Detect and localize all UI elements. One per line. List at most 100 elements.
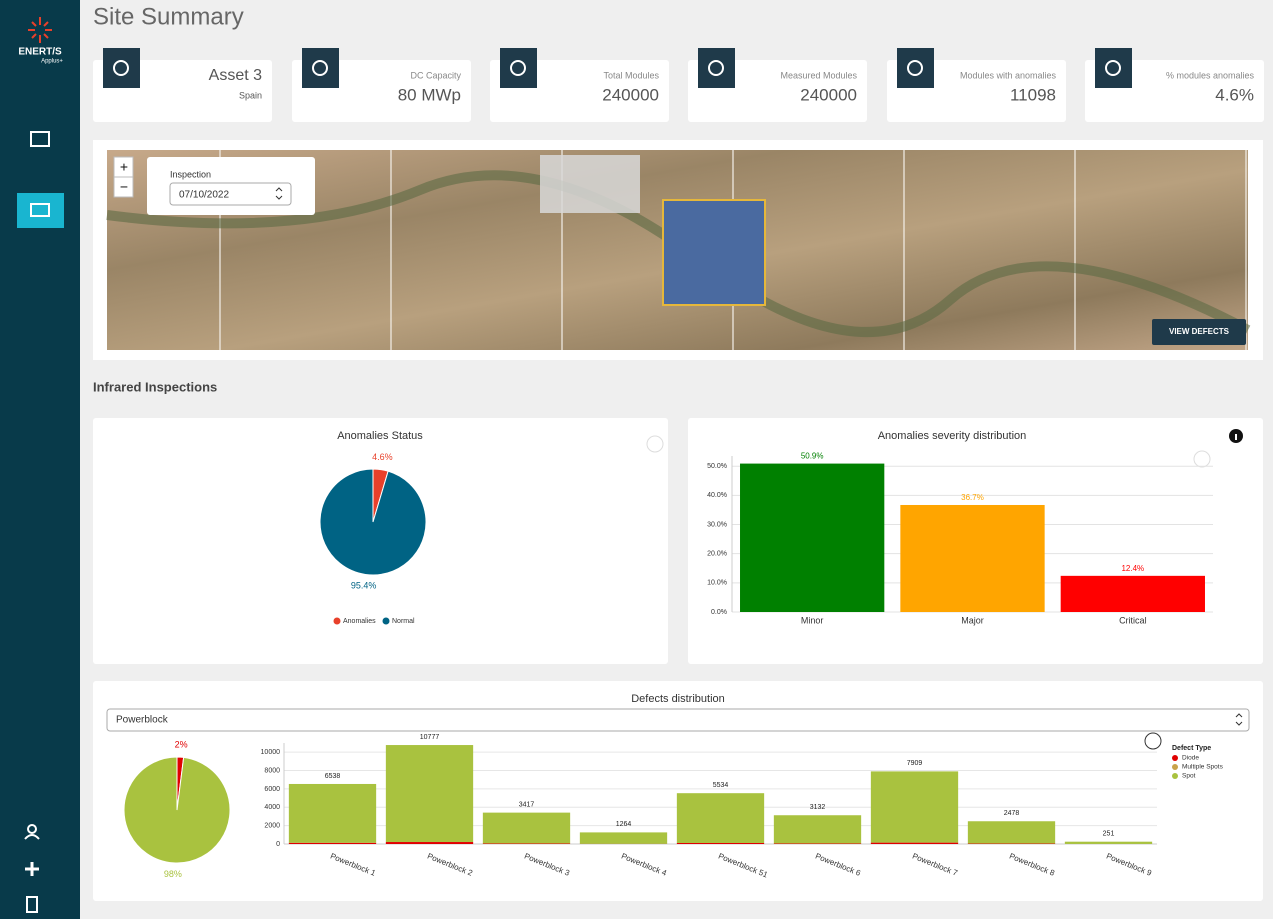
card-value: Asset 3 [209, 67, 262, 84]
card-value: 4.6% [1215, 85, 1254, 104]
value-label: 12.4% [1121, 564, 1144, 573]
pie-label: 95.4% [351, 581, 377, 591]
card-icon [698, 48, 735, 88]
bar-segment [773, 843, 862, 844]
y-tick-label: 4000 [264, 804, 280, 811]
card-icon [302, 48, 339, 88]
chart-title: Defects distribution [631, 693, 725, 705]
view-defects-label: VIEW DEFECTS [1169, 327, 1230, 336]
nav-network[interactable] [25, 862, 39, 876]
y-tick-label: 0.0% [711, 609, 727, 616]
card-label: Total Modules [603, 70, 659, 80]
logo-mark [28, 17, 52, 43]
bar-segment [676, 793, 765, 843]
pie-label: 98% [164, 869, 182, 879]
value-label: 50.9% [801, 452, 824, 461]
bar-segment [288, 842, 377, 844]
bar-segment [579, 832, 668, 844]
bar-segment [967, 821, 1056, 844]
legend-marker [1172, 764, 1178, 770]
value-label: 36.7% [961, 493, 984, 502]
card-label: Modules with anomalies [960, 70, 1057, 80]
y-tick-label: 6000 [264, 786, 280, 793]
bar-segment [870, 771, 959, 843]
card-value: 240000 [602, 85, 659, 104]
bar-segment [385, 842, 474, 844]
defects-select[interactable] [106, 708, 1250, 732]
select-arrows [275, 187, 283, 200]
card-label: % modules anomalies [1166, 70, 1255, 80]
total-label: 5534 [713, 782, 729, 789]
chart-title: Anomalies severity distribution [878, 430, 1027, 442]
card-label: Spain [239, 90, 262, 100]
card-icon [897, 48, 934, 88]
nav-dashboard[interactable] [30, 131, 50, 147]
bar-segment [288, 783, 377, 843]
card-icon [1095, 48, 1132, 88]
legend-title: Defect Type [1172, 745, 1211, 752]
map-greenhouse [540, 155, 640, 213]
bar-segment [773, 815, 862, 844]
card-icon-glyph [708, 60, 724, 76]
x-tick-label: Major [961, 615, 984, 625]
y-tick-label: 50.0% [707, 463, 727, 470]
defects-filter: Powerblock [116, 715, 169, 726]
y-tick-label: 2000 [264, 822, 280, 829]
inspection-label: Inspection [170, 169, 211, 179]
total-label: 3417 [519, 801, 535, 808]
y-tick-label: 8000 [264, 767, 280, 774]
card-label: Measured Modules [780, 70, 857, 80]
panel-defects [93, 681, 1263, 901]
legend-label: Anomalies [343, 618, 376, 625]
brand-sub: Applus+ [41, 59, 63, 65]
legend-label: Normal [392, 618, 415, 625]
card-icon-glyph [312, 60, 328, 76]
card-label: DC Capacity [410, 70, 461, 80]
x-tick-label: Critical [1119, 615, 1147, 625]
bar [1060, 575, 1205, 612]
card-value: 11098 [1010, 85, 1056, 104]
menu-button[interactable] [1193, 450, 1211, 468]
total-label: 6538 [325, 773, 341, 780]
inspection-select[interactable] [169, 182, 292, 206]
chart-title: Anomalies Status [337, 430, 423, 442]
card-icon-glyph [510, 60, 526, 76]
legend-marker [1172, 755, 1178, 761]
total-label: 251 [1103, 831, 1115, 838]
zoom-out[interactable]: − [120, 179, 128, 195]
bar-segment [870, 842, 959, 844]
card-value: 80 MWp [398, 85, 461, 104]
zoom-in[interactable]: + [120, 159, 128, 175]
brand: ENERT/S [18, 47, 62, 58]
nav-user[interactable] [27, 824, 37, 834]
total-label: 10777 [420, 734, 440, 741]
bar-segment [482, 812, 571, 844]
bar-segment [385, 745, 474, 843]
nav-solar-icon [30, 203, 50, 217]
card-value: 240000 [800, 85, 857, 104]
bar-segment [1064, 841, 1153, 844]
nav-logout[interactable] [26, 896, 38, 913]
bar-segment [482, 843, 571, 844]
menu-button[interactable] [646, 435, 664, 453]
nav-user-body [24, 834, 40, 840]
y-tick-label: 10000 [261, 749, 281, 756]
inspection-date: 07/10/2022 [179, 190, 229, 201]
pie-slice [123, 756, 231, 864]
legend-label: Multiple Spots [1182, 764, 1224, 771]
view-defects-button[interactable] [1152, 319, 1246, 345]
map-solar-plant [662, 199, 766, 306]
legend-marker [333, 617, 341, 625]
pie-label: 2% [175, 740, 188, 750]
pie-label: 4.6% [372, 452, 393, 462]
x-tick-label: Minor [801, 615, 824, 625]
card-icon [103, 48, 140, 88]
total-label: 7909 [907, 760, 923, 767]
card-icon-glyph [1105, 60, 1121, 76]
page-title: Site Summary [93, 3, 244, 30]
nav-solar[interactable] [17, 193, 64, 228]
menu-button[interactable] [1144, 732, 1162, 750]
total-label: 2478 [1004, 810, 1020, 817]
bar [900, 504, 1045, 612]
y-tick-label: 10.0% [707, 580, 727, 587]
